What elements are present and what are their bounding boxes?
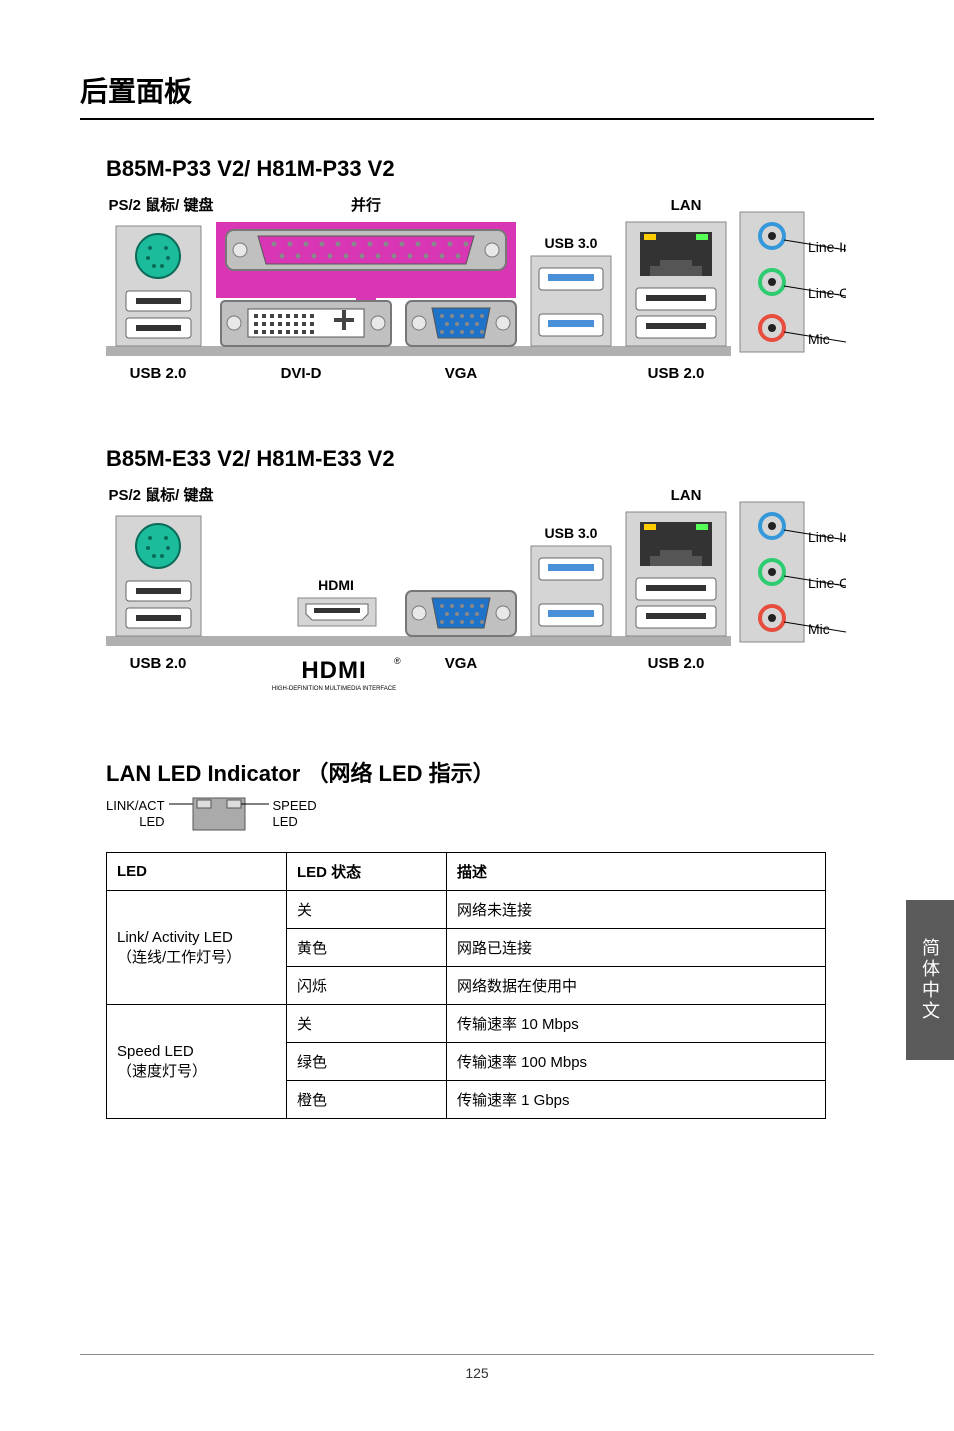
link-act-top: LINK/ACT (106, 798, 165, 814)
label-ps2-2: PS/2 鼠标/ 键盘 (108, 486, 213, 504)
label-vga-2: VGA (445, 655, 478, 672)
footer-divider (80, 1354, 874, 1355)
led-table: LED LED 状态 描述 Link/ Activity LED （连线/工作灯… (106, 852, 826, 1119)
hdmi-logo: HDMI (301, 657, 366, 684)
label-lan-2: LAN (671, 487, 702, 504)
label-usb20-right: USB 2.0 (648, 365, 705, 382)
panel1-diagram: PS/2 鼠标/ 键盘 并行 LAN (106, 196, 874, 406)
cell-r4-state: 关 (287, 1005, 447, 1043)
link-act-bot: LED (106, 814, 165, 830)
language-tab: 简体中文 (906, 900, 954, 1060)
panel2-diagram: PS/2 鼠标/ 键盘 LAN HDMI (106, 486, 874, 716)
ps2-port-2 (136, 524, 180, 568)
page-number: 125 (80, 1365, 874, 1381)
led-section-title: LAN LED Indicator （网络 LED 指示） (106, 756, 874, 788)
lan-led-diagram: LINK/ACT LED SPEED LED (106, 794, 874, 834)
cell-r5-state: 绿色 (287, 1043, 447, 1081)
baseplate (106, 346, 731, 356)
label-parallel: 并行 (351, 196, 381, 214)
hdmi-reg: ® (394, 656, 401, 666)
label-vga: VGA (445, 365, 478, 382)
cell-r1-desc: 网络未连接 (447, 891, 826, 929)
panel2-title: B85M-E33 V2/ H81M-E33 V2 (106, 446, 874, 472)
th-desc: 描述 (447, 853, 826, 891)
panel1-title: B85M-P33 V2/ H81M-P33 V2 (106, 156, 874, 182)
cell-r2-state: 黄色 (287, 929, 447, 967)
cell-link-led: Link/ Activity LED （连线/工作灯号） (107, 891, 287, 1005)
label-usb20-left-2: USB 2.0 (130, 655, 187, 672)
label-lan: LAN (671, 197, 702, 214)
label-usb20-left: USB 2.0 (130, 365, 187, 382)
title-divider (80, 118, 874, 120)
baseplate-2 (106, 636, 731, 646)
label-dvi: DVI-D (281, 365, 322, 382)
hdmi-sublabel: HIGH-DEFINITION MULTIMEDIA INTERFACE (272, 686, 396, 692)
label-hdmi: HDMI (318, 577, 354, 593)
cell-speed-led: Speed LED （速度灯号） (107, 1005, 287, 1119)
speed-top: SPEED (273, 798, 317, 814)
cell-r5-desc: 传输速率 100 Mbps (447, 1043, 826, 1081)
page-title: 后置面板 (80, 70, 874, 110)
th-state: LED 状态 (287, 853, 447, 891)
label-usb20-right-2: USB 2.0 (648, 655, 705, 672)
label-usb30-2: USB 3.0 (545, 525, 598, 541)
label-ps2: PS/2 鼠标/ 键盘 (108, 196, 213, 214)
cell-r1-state: 关 (287, 891, 447, 929)
cell-r2-desc: 网路已连接 (447, 929, 826, 967)
cell-r4-desc: 传输速率 10 Mbps (447, 1005, 826, 1043)
cell-r6-desc: 传输速率 1 Gbps (447, 1081, 826, 1119)
th-led: LED (107, 853, 287, 891)
ps2-port (136, 234, 180, 278)
cell-r6-state: 橙色 (287, 1081, 447, 1119)
speed-bot: LED (273, 814, 317, 830)
cell-r3-state: 闪烁 (287, 967, 447, 1005)
label-usb30: USB 3.0 (545, 235, 598, 251)
cell-r3-desc: 网络数据在使用中 (447, 967, 826, 1005)
